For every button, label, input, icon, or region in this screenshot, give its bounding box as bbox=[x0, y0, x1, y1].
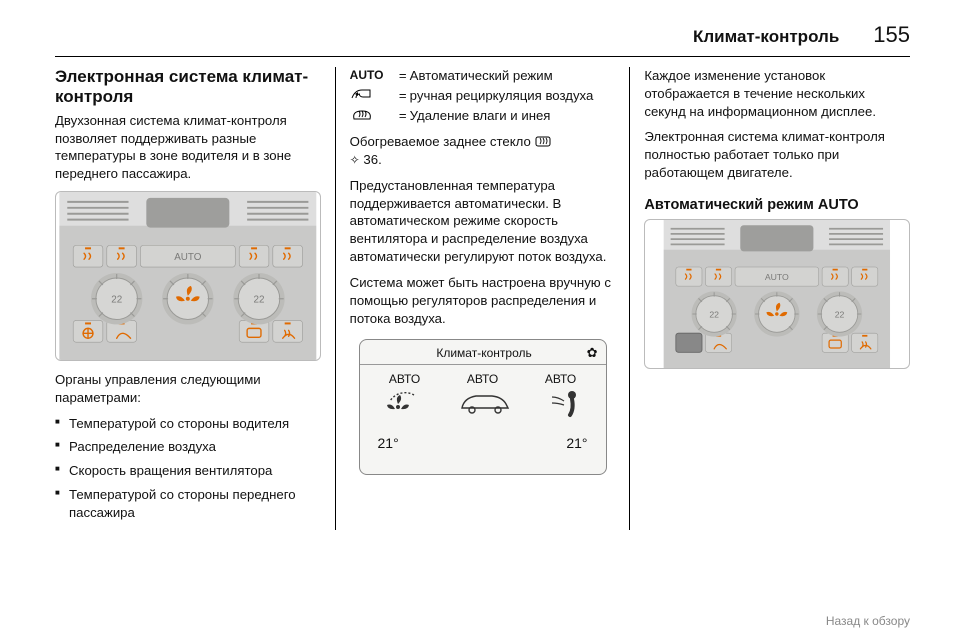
header-page-number: 155 bbox=[873, 22, 910, 48]
svg-text:22: 22 bbox=[253, 295, 264, 306]
svg-text:22: 22 bbox=[835, 310, 845, 320]
col2-preset: Предустановленная температура поддержива… bbox=[350, 177, 616, 266]
col3-heading-auto: Автоматический режим AUTO bbox=[644, 196, 910, 216]
legend-text: Удаление влаги и инея bbox=[410, 107, 616, 125]
climate-display-mock: Климат-контроль ✿ АВТО АВТО АВТО bbox=[359, 339, 607, 475]
gear-icon: ✿ bbox=[587, 344, 598, 362]
lcd-auto-mid: АВТО bbox=[467, 371, 498, 387]
lcd-title: Климат-контроль bbox=[436, 345, 531, 361]
lcd-temp-left: 21° bbox=[378, 434, 399, 453]
legend-text: Автоматический режим bbox=[410, 67, 616, 85]
col1-controls-list: Температурой со стороны водителя Распред… bbox=[55, 415, 321, 522]
svg-text:AUTO: AUTO bbox=[765, 273, 789, 283]
header-section: Климат-контроль bbox=[693, 27, 839, 47]
col2-manual: Система может быть настроена вручную с п… bbox=[350, 274, 616, 327]
col3-p2: Электронная система климат-контроля полн… bbox=[644, 128, 910, 181]
lcd-temp-right: 21° bbox=[566, 434, 587, 453]
list-item: Температурой со стороны переднего пассаж… bbox=[55, 486, 321, 522]
svg-text:22: 22 bbox=[111, 295, 122, 306]
lcd-auto-right: АВТО bbox=[545, 371, 576, 387]
defrost-icon bbox=[350, 107, 396, 125]
climate-panel-photo-2: AUTO bbox=[644, 219, 910, 369]
person-airflow-icon bbox=[548, 387, 582, 428]
col2-rear-window: Обогреваемое заднее стекло ✧ 36. bbox=[350, 133, 616, 169]
footer-back-link[interactable]: Назад к обзору bbox=[826, 614, 910, 628]
rear-defrost-icon bbox=[535, 134, 551, 149]
svg-text:AUTO: AUTO bbox=[174, 252, 202, 263]
fan-icon bbox=[384, 387, 422, 428]
list-item: Распределение воздуха bbox=[55, 438, 321, 456]
svg-text:22: 22 bbox=[710, 310, 720, 320]
legend-sym-auto: AUTO bbox=[350, 67, 396, 85]
car-icon bbox=[458, 388, 512, 427]
list-item: Скорость вращения вентилятора bbox=[55, 462, 321, 480]
col1-intro: Двухзонная система климат-контроля позво… bbox=[55, 112, 321, 183]
page-ref-icon: ✧ bbox=[350, 153, 360, 167]
col1-heading: Электронная система климат-контроля bbox=[55, 67, 321, 108]
recirculation-icon bbox=[350, 87, 396, 105]
list-item: Температурой со стороны водителя bbox=[55, 415, 321, 433]
lcd-auto-left: АВТО bbox=[389, 371, 420, 387]
col1-controls-intro: Органы управления следующими параметрами… bbox=[55, 371, 321, 407]
legend-text: ручная рециркуляция воздуха bbox=[410, 87, 616, 105]
legend-table: AUTO = Автоматический режим = ручная рец… bbox=[350, 67, 616, 125]
col3-p1: Каждое изменение установок отображается … bbox=[644, 67, 910, 120]
climate-panel-photo-1: AUTO bbox=[55, 191, 321, 361]
